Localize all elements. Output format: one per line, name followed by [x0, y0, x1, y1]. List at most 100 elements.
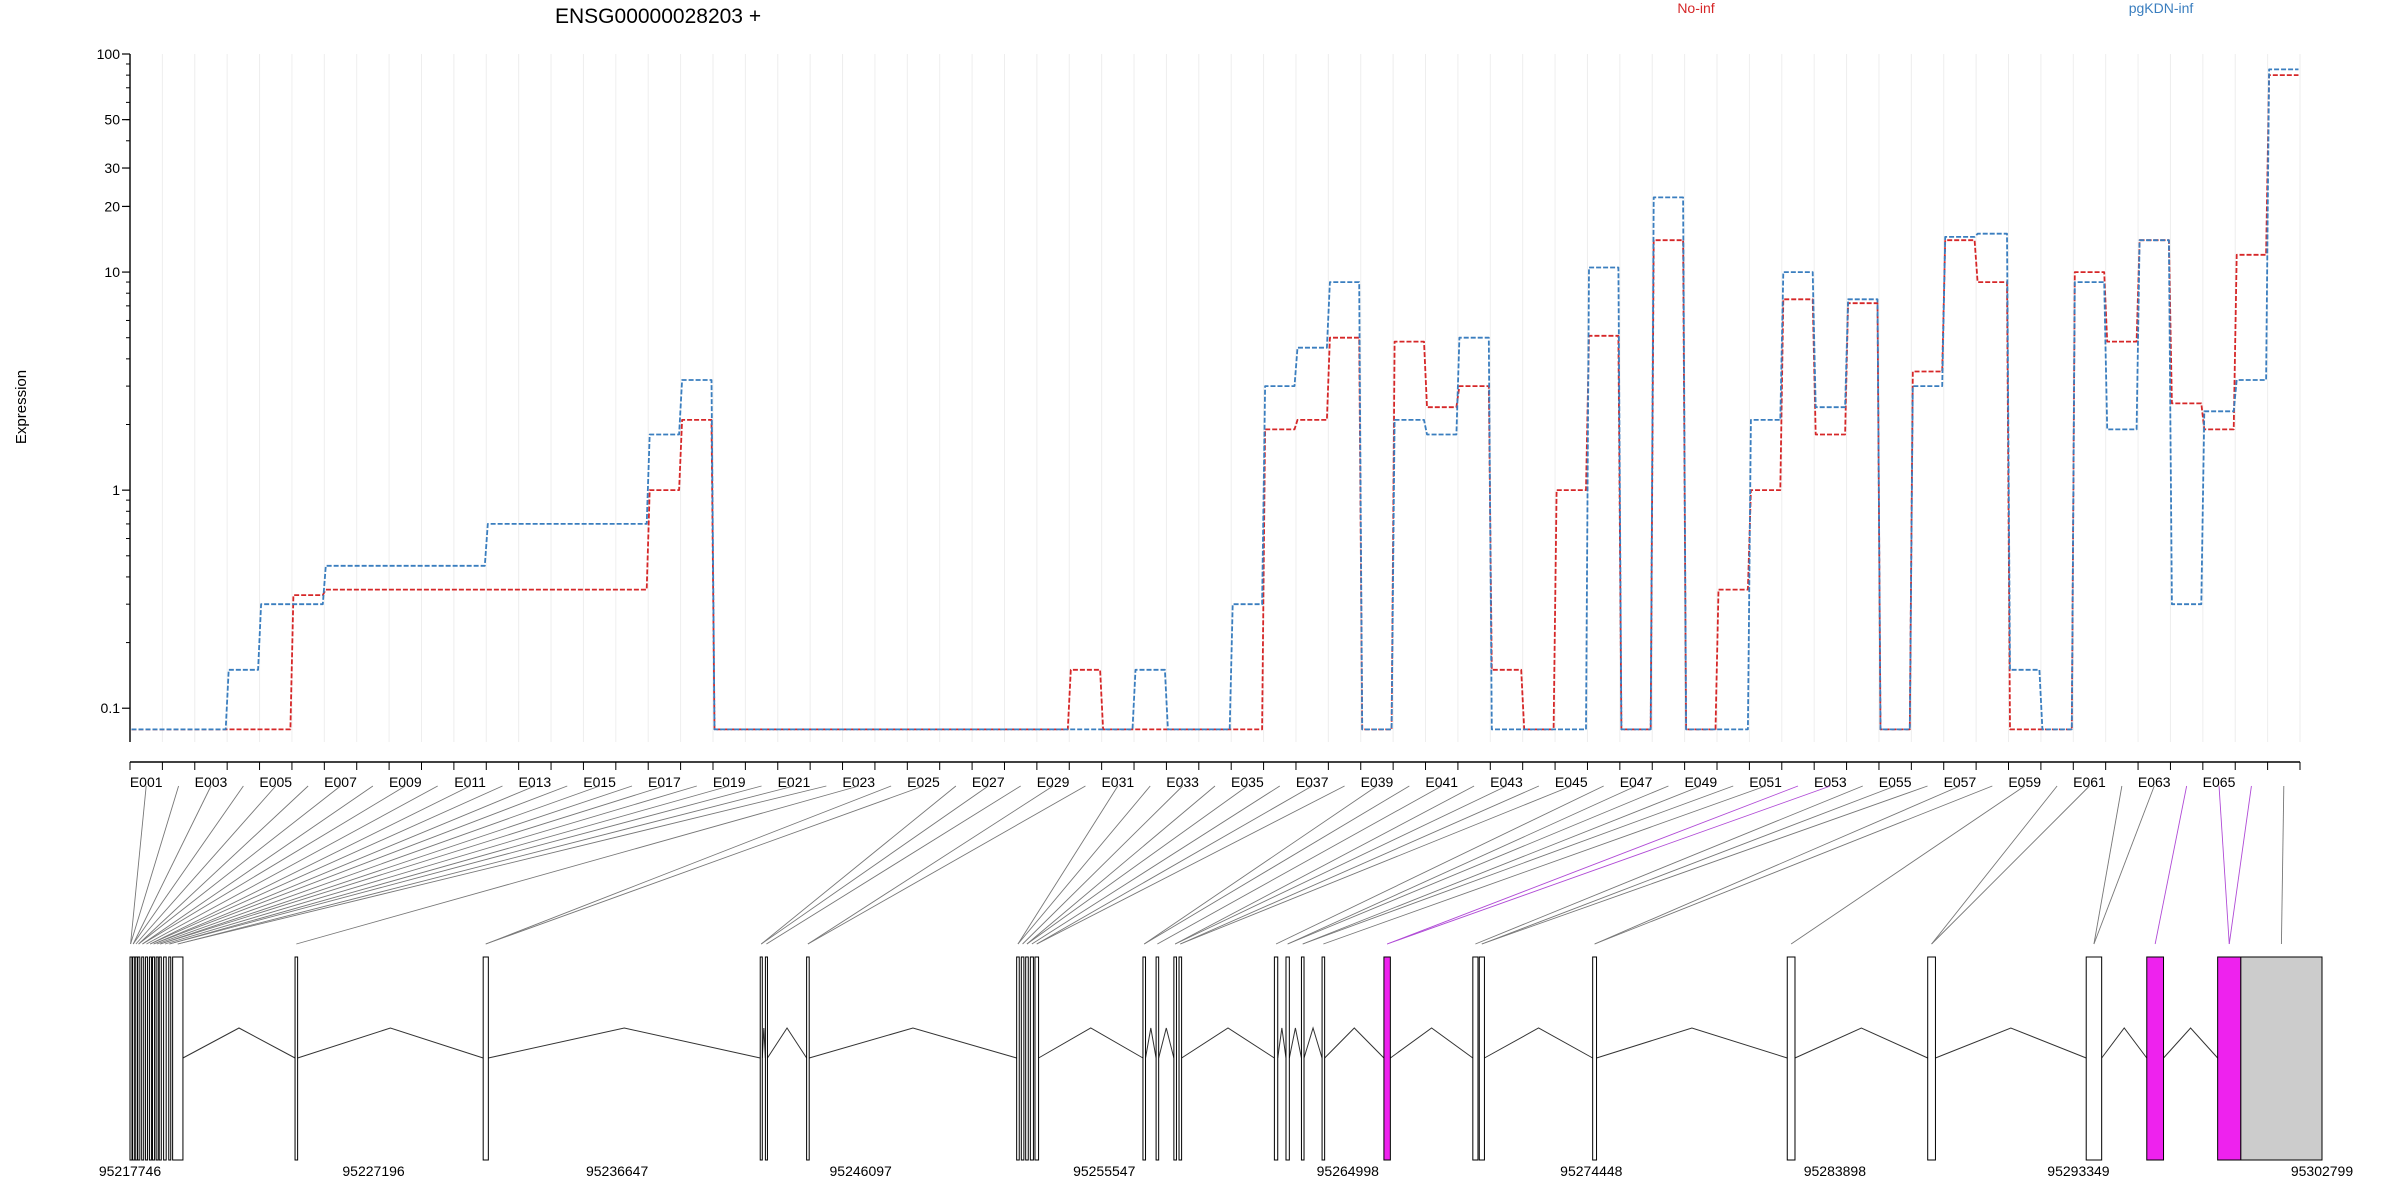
connector-line [2280, 785, 2285, 945]
exon [137, 956, 141, 1161]
connector-line [142, 785, 374, 945]
y-tick-label: 30 [104, 160, 120, 176]
connector-line [1143, 785, 1378, 945]
connector-line [1386, 785, 1799, 945]
exon-highlighted [1383, 956, 1391, 1161]
y-axis: 100 50 30 20 10 1 0.1 [97, 46, 131, 742]
x-tick-label: E025 [907, 774, 940, 790]
connector-line [160, 785, 633, 945]
intron [2163, 1027, 2219, 1059]
connector-line [1594, 785, 1961, 945]
x-tick-label: E061 [2073, 774, 2106, 790]
connector-line [1475, 785, 1863, 945]
x-tick-label: E041 [1425, 774, 1458, 790]
connector-line [1026, 785, 1216, 945]
x-tick-label: E003 [195, 774, 228, 790]
x-tick-label: E045 [1555, 774, 1588, 790]
x-axis: E001 E003 E005 E007 E009 E011 E013 E015 E017 E019… [129, 761, 2301, 790]
x-tick-label: E053 [1814, 774, 1847, 790]
intron [761, 1027, 766, 1059]
exon [1273, 956, 1279, 1161]
exon [1927, 956, 1936, 1161]
connector-line [177, 785, 795, 945]
intron [1277, 1027, 1287, 1059]
connector-line [1931, 785, 2090, 945]
exon [172, 956, 184, 1161]
intron [1158, 1027, 1175, 1059]
x-tick-label: E021 [778, 774, 811, 790]
connector-line [156, 785, 600, 945]
intron [1303, 1026, 1323, 1059]
legend-no-inf: No-inf [1677, 0, 1714, 16]
connector-line [2154, 785, 2188, 945]
connector-line [146, 785, 438, 945]
genomic-coordinate-label: 95255547 [1073, 1163, 1136, 1179]
exon-highlighted [2146, 956, 2165, 1161]
exon [1020, 956, 1025, 1161]
connector-line [1017, 785, 1151, 945]
connector-line [766, 785, 1021, 945]
connector-line [1157, 785, 1442, 945]
connector-line [153, 785, 536, 945]
exon [1029, 956, 1034, 1161]
y-axis-label: Expression [13, 370, 30, 444]
connector-line [1026, 785, 1248, 945]
exon [2085, 956, 2103, 1161]
exon [1478, 956, 1485, 1161]
x-tick-label: E009 [389, 774, 422, 790]
exon [1300, 956, 1305, 1161]
x-tick-label: E017 [648, 774, 681, 790]
x-tick-label: E033 [1166, 774, 1199, 790]
connector-line [1174, 785, 1507, 945]
gene-model [129, 956, 2323, 1161]
exon [168, 956, 172, 1161]
connector-line [132, 785, 244, 945]
connector-line [1481, 785, 1928, 945]
exon [1321, 956, 1326, 1161]
connector-line [485, 785, 924, 945]
exon [294, 956, 299, 1161]
x-tick-label: E007 [324, 774, 357, 790]
connector-line [2093, 785, 2155, 945]
intron [1390, 1027, 1474, 1059]
genomic-coordinate-label: 95236647 [586, 1163, 649, 1179]
y-tick-label: 10 [104, 264, 120, 280]
connector-line [130, 785, 180, 945]
exon [1285, 956, 1290, 1161]
connector-line [2228, 785, 2252, 945]
connector-line [138, 785, 309, 945]
connector-line [177, 785, 827, 945]
x-tick-label: E057 [1944, 774, 1977, 790]
x-tick-label: E055 [1879, 774, 1912, 790]
intron [809, 1027, 1017, 1059]
x-tick-label: E011 [454, 774, 486, 790]
connector-line [1144, 785, 1410, 945]
connector-line [1302, 785, 1701, 945]
intron [182, 1027, 296, 1059]
genomic-coordinate-label: 95264998 [1317, 1163, 1380, 1179]
connector-line [1287, 785, 1637, 945]
series-lines [131, 68, 2299, 731]
x-tick-label: E023 [842, 774, 875, 790]
connector-line [2093, 785, 2123, 945]
exon [1034, 956, 1040, 1161]
x-tick-label: E059 [2008, 774, 2041, 790]
connector-line [1481, 785, 1896, 945]
connector-line [1386, 785, 1831, 945]
intron [1181, 1027, 1275, 1059]
genomic-coordinate-label: 95293349 [2047, 1163, 2110, 1179]
connector-line [132, 785, 212, 945]
x-tick-label: E047 [1620, 774, 1653, 790]
intron [1324, 1027, 1385, 1059]
genomic-coordinate-label: 95274448 [1560, 1163, 1623, 1179]
genomic-coordinate-label: 95283898 [1804, 1163, 1867, 1179]
intron [1484, 1027, 1593, 1059]
exon [1173, 956, 1177, 1161]
connector-line [150, 785, 503, 945]
exon [148, 956, 152, 1161]
exon [1178, 956, 1183, 1161]
connector-line [1180, 785, 1540, 945]
intron [767, 1027, 808, 1059]
genomic-coordinate-axis: 95217746 95227196 95236647 95246097 95255547… [99, 1163, 2354, 1179]
y-tick-label: 100 [97, 46, 121, 62]
